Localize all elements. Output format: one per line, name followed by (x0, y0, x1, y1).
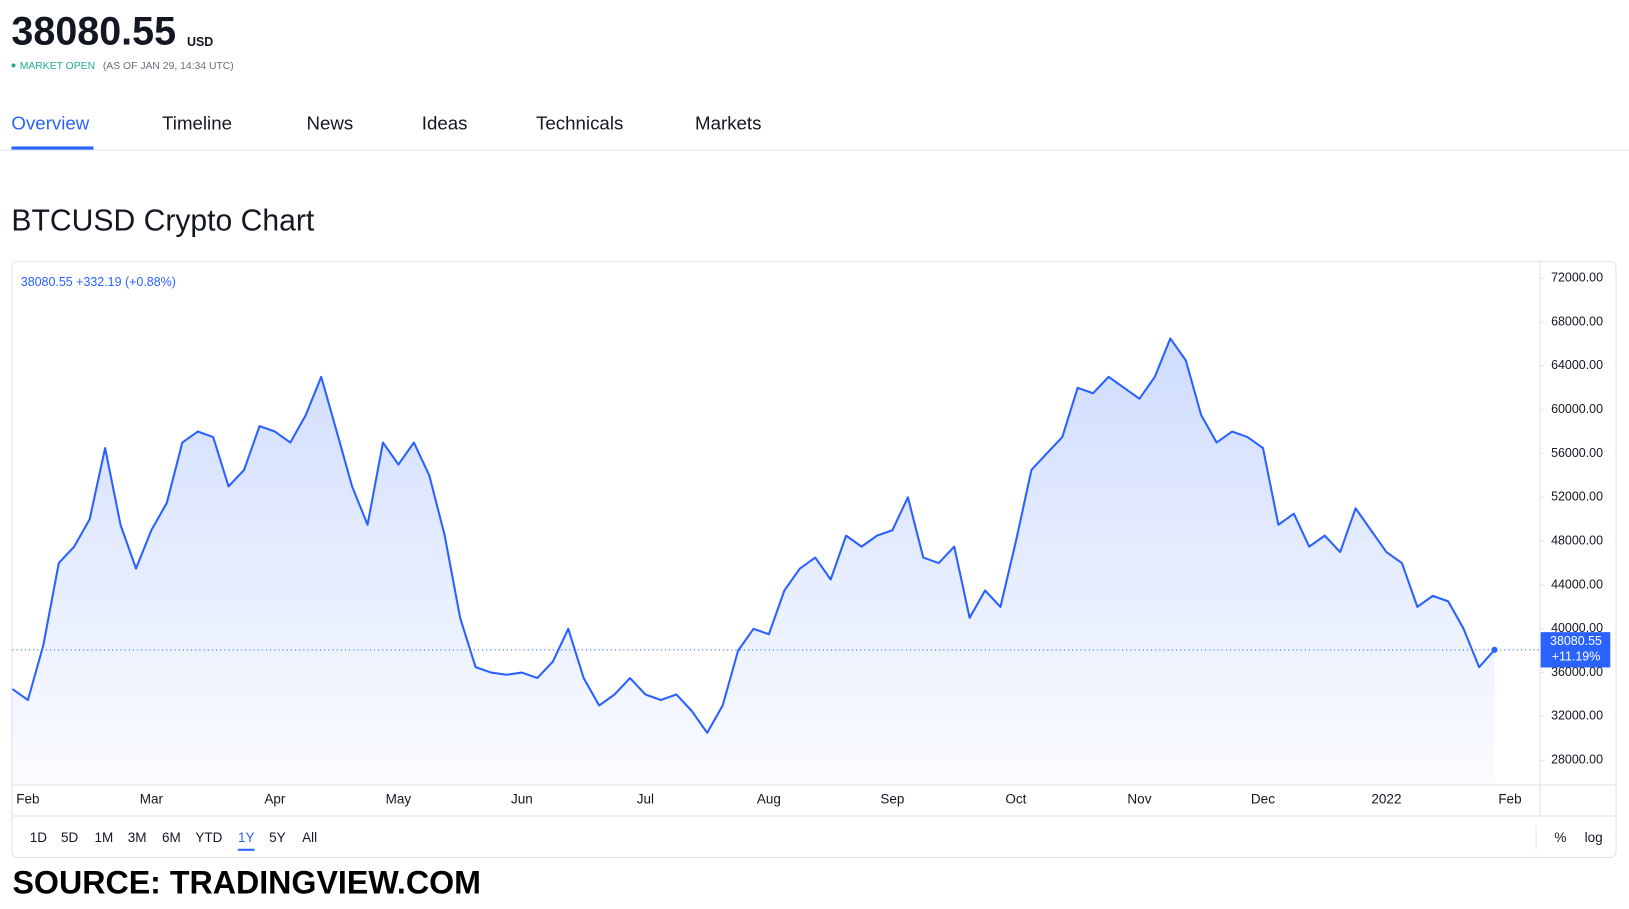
y-tick-label: 36000.00 (1551, 665, 1603, 679)
tab[interactable]: Ideas (422, 113, 468, 134)
price-line (11, 337, 1496, 734)
range-underline (237, 848, 255, 851)
price-badge (1540, 632, 1611, 668)
x-tick-label: Jul (637, 791, 654, 806)
range-button[interactable]: 3M (128, 830, 147, 845)
range-button[interactable]: 5D (61, 830, 79, 845)
tab[interactable]: Markets (695, 113, 761, 134)
range-button[interactable]: 1D (30, 830, 48, 845)
plot: 28000.00 32000.00 36000.00 40000.00 44000.00… (11, 271, 1611, 806)
quote-legend: 38080.55 +332.19 (+0.88%) (21, 275, 176, 289)
source: SOURCE: TRADINGVIEW.COM (12, 865, 481, 901)
range-button[interactable]: 1Y (238, 830, 255, 845)
x-tick-label: Aug (757, 791, 781, 806)
x-tick-label: Sep (880, 791, 904, 806)
y-tick-label: 28000.00 (1551, 753, 1603, 767)
x-tick-label: 2022 (1371, 791, 1401, 806)
as-of: (AS OF JAN 29, 14:34 UTC) (103, 61, 234, 72)
tab-underline (11, 146, 94, 150)
range-button[interactable]: All (302, 830, 317, 845)
y-tick-label: 32000.00 (1551, 709, 1603, 723)
x-tick-label: Jun (511, 791, 533, 806)
y-tick-label: 56000.00 (1551, 446, 1603, 460)
x-tick-label: May (386, 791, 412, 806)
x-tick-label: Feb (16, 791, 39, 806)
tab[interactable]: News (306, 113, 353, 134)
x-tick-label: Feb (1498, 791, 1521, 806)
tab[interactable]: Technicals (536, 113, 623, 134)
price-badge-label: 38080.55 (1550, 634, 1602, 648)
x-tick-label: Oct (1005, 791, 1026, 806)
price: 38080.55 (11, 10, 176, 54)
y-tick-label: 48000.00 (1551, 533, 1603, 547)
scale-option[interactable]: % (1554, 830, 1566, 845)
y-tick-label: 68000.00 (1551, 314, 1603, 328)
y-tick-label: 52000.00 (1551, 490, 1603, 504)
status-dot (11, 63, 16, 68)
y-tick-label: 72000.00 (1551, 271, 1603, 285)
x-tick-label: Nov (1127, 791, 1151, 806)
y-tick-label: 60000.00 (1551, 402, 1603, 416)
area-fill (12, 338, 1495, 785)
y-tick-label: 64000.00 (1551, 358, 1603, 372)
range-button[interactable]: YTD (195, 830, 222, 845)
currency: USD (187, 35, 213, 49)
range-button[interactable]: 6M (162, 830, 181, 845)
range-button[interactable]: 1M (95, 830, 114, 845)
market-status: MARKET OPEN (20, 61, 95, 72)
tab[interactable]: Timeline (162, 113, 232, 134)
last-price-dot (1491, 646, 1498, 653)
x-tick-label: Apr (264, 791, 286, 806)
tab[interactable]: Overview (11, 113, 89, 134)
range-button[interactable]: 5Y (269, 830, 286, 845)
y-tick-label: 40000.00 (1551, 621, 1603, 635)
price-badge-change: +11.19% (1552, 649, 1601, 663)
x-tick-label: Mar (140, 791, 164, 806)
x-tick-label: Dec (1251, 791, 1275, 806)
chart-title: BTCUSD Crypto Chart (11, 204, 314, 237)
scale-option[interactable]: log (1585, 830, 1603, 845)
y-tick-label: 44000.00 (1551, 577, 1603, 591)
